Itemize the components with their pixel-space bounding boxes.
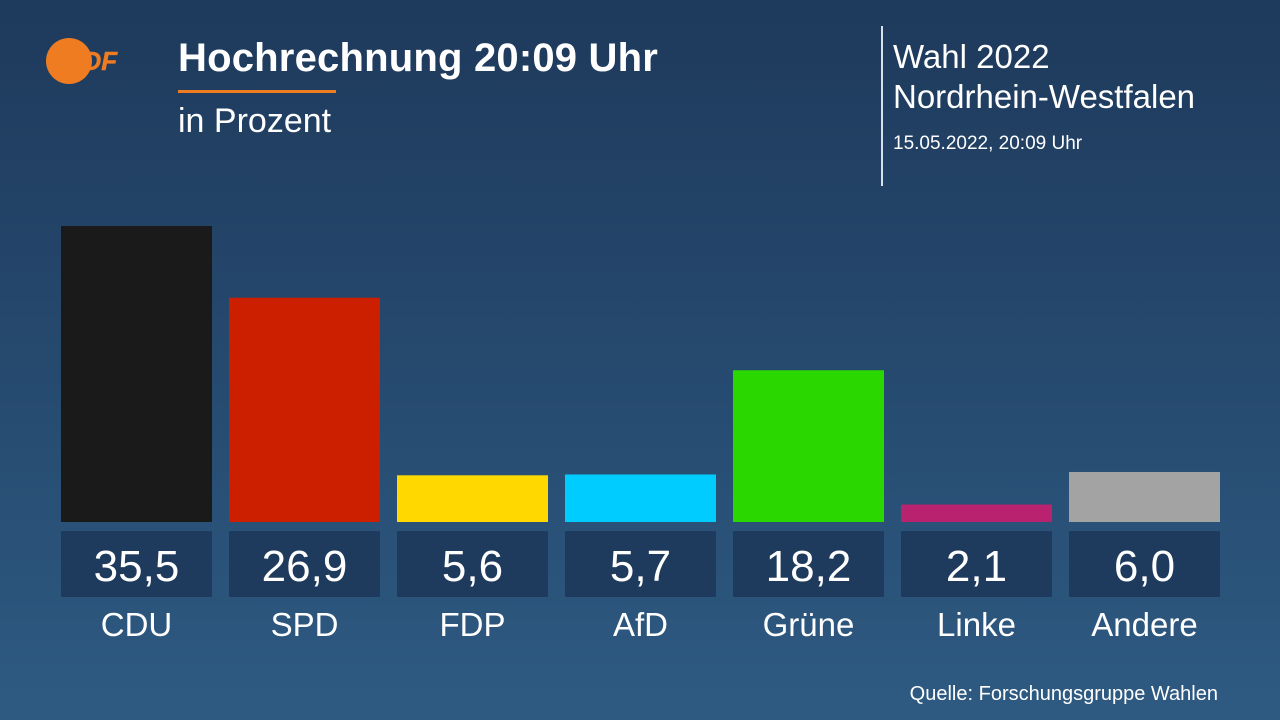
category-label-fdp: FDP <box>440 606 506 643</box>
zdf-logo: 2DF <box>46 38 118 84</box>
zdf-logo-circle <box>46 38 92 84</box>
bar-spd <box>229 297 380 522</box>
category-label-linke: Linke <box>937 606 1016 643</box>
bar-cdu <box>61 226 212 522</box>
category-label-andere: Andere <box>1091 606 1197 643</box>
bar-grune <box>733 370 884 522</box>
source-note: Quelle: Forschungsgruppe Wahlen <box>909 683 1218 705</box>
category-label-cdu: CDU <box>101 606 173 643</box>
value-label-spd: 26,9 <box>262 542 348 591</box>
bar-linke <box>901 504 1052 522</box>
value-box-fdp <box>397 531 548 597</box>
value-label-cdu: 35,5 <box>94 542 180 591</box>
category-label-afd: AfD <box>613 606 668 643</box>
category-label-spd: SPD <box>271 606 339 643</box>
zdf-logo-text: 2DF <box>67 46 118 76</box>
value-label-andere: 6,0 <box>1114 542 1175 591</box>
election-region: Nordrhein-Westfalen <box>893 78 1196 115</box>
value-label-fdp: 5,6 <box>442 542 503 591</box>
title-underline <box>178 90 336 93</box>
value-box-afd <box>565 531 716 597</box>
category-label-grune: Grüne <box>763 606 855 643</box>
bar-fdp <box>397 475 548 522</box>
value-box-andere <box>1069 531 1220 597</box>
header-divider <box>881 26 883 186</box>
page-subtitle: in Prozent <box>178 102 332 140</box>
value-box-linke <box>901 531 1052 597</box>
value-box-cdu <box>61 531 212 597</box>
election-name: Wahl 2022 <box>893 38 1050 75</box>
election-date: 15.05.2022, 20:09 Uhr <box>893 133 1083 154</box>
value-box-grune <box>733 531 884 597</box>
value-label-linke: 2,1 <box>946 542 1007 591</box>
value-label-grune: 18,2 <box>766 542 852 591</box>
value-label-afd: 5,7 <box>610 542 671 591</box>
bar-afd <box>565 474 716 522</box>
value-box-spd <box>229 531 380 597</box>
bar-andere <box>1069 471 1220 522</box>
page-title: Hochrechnung 20:09 Uhr <box>178 36 659 80</box>
